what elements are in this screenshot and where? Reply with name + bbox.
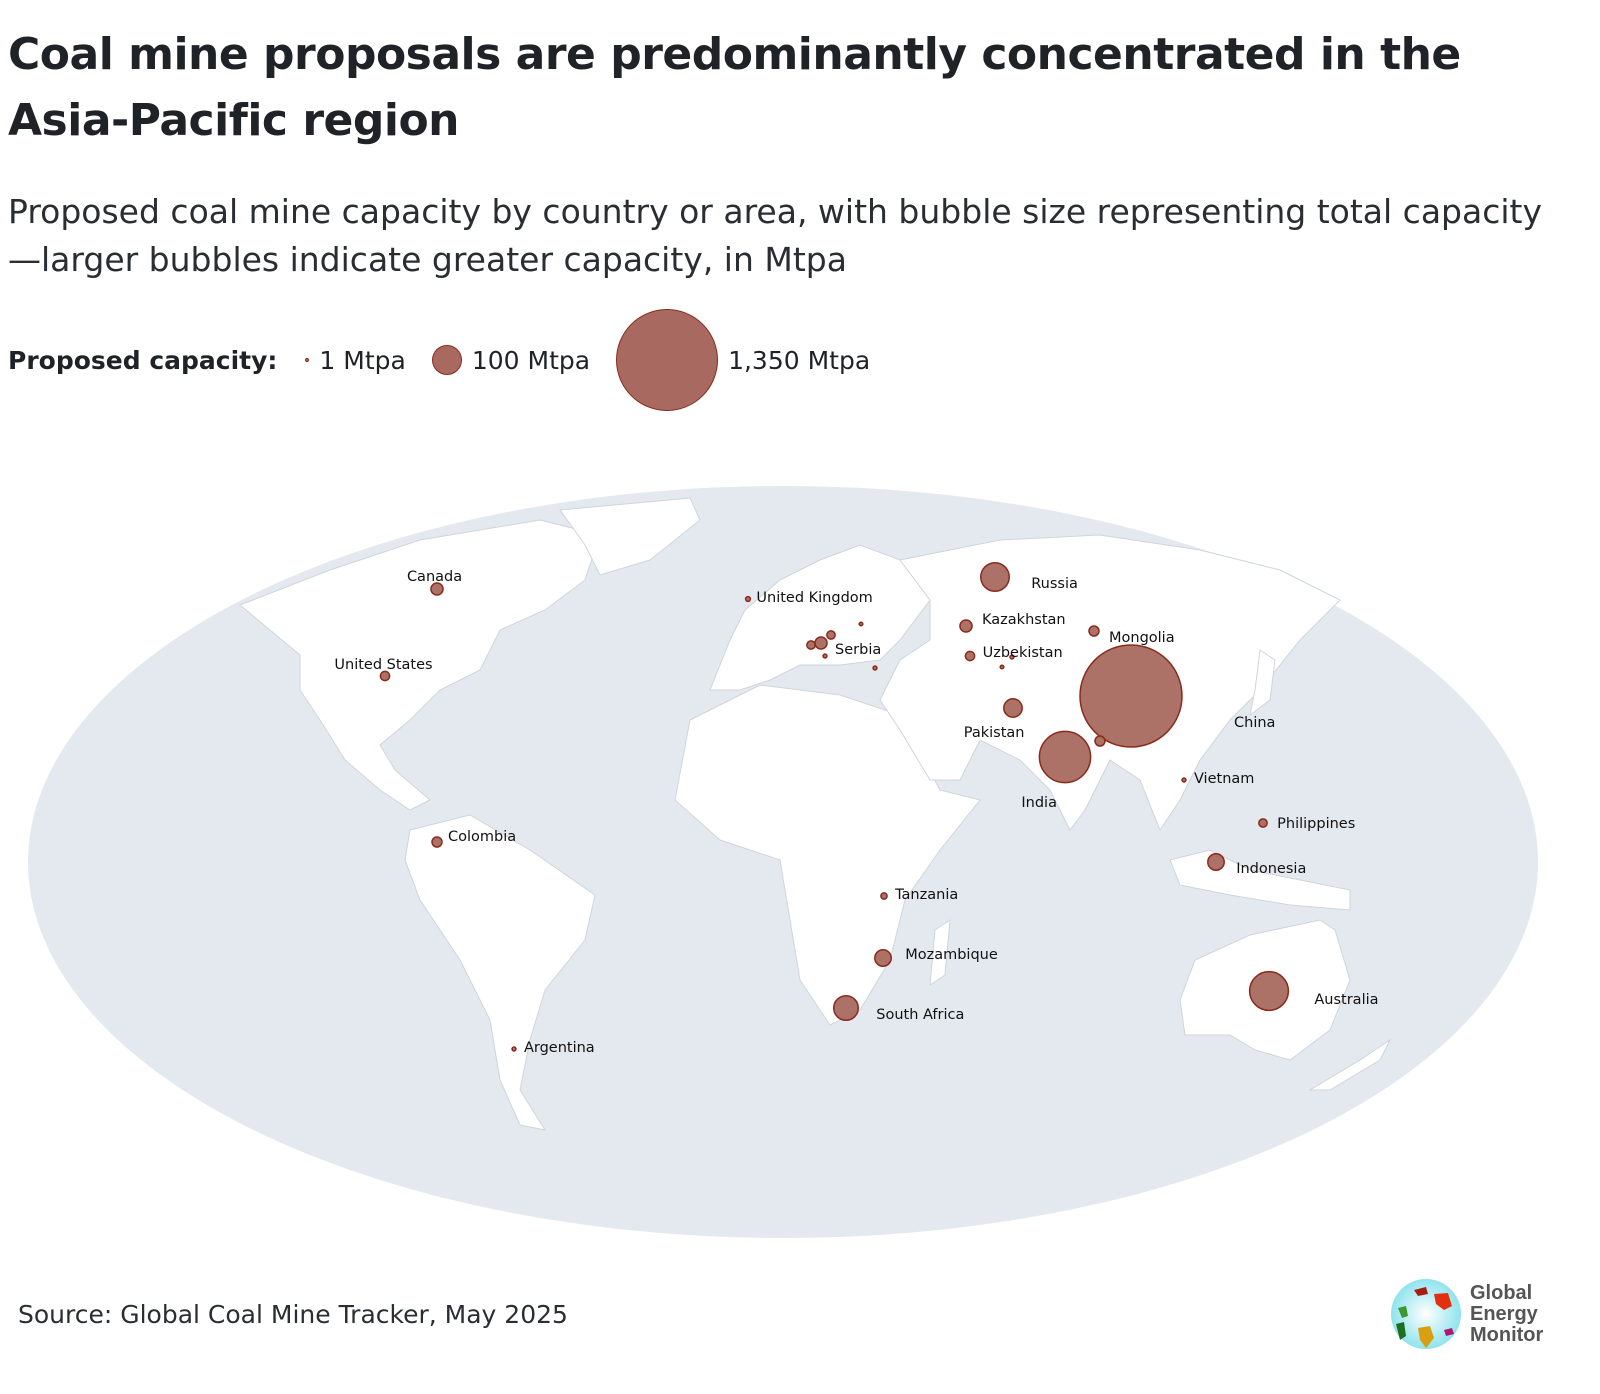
bubble-uzbekistan[interactable] [964,650,976,662]
country-label: India [1021,795,1057,811]
bubble-china[interactable] [1079,644,1183,748]
legend-item-1350: 1,350 Mtpa [616,309,870,411]
country-label: Serbia [835,642,881,658]
chart-title: Coal mine proposals are predominantly co… [8,29,1461,146]
bubble-australia[interactable] [1248,970,1290,1012]
country-label: Mozambique [905,947,998,963]
bubble-russia[interactable] [980,562,1010,592]
bubble-mozambique[interactable] [874,949,892,967]
country-label: Argentina [524,1040,595,1056]
gem-logo: Global Energy Monitor [1390,1278,1543,1350]
source-note: Source: Global Coal Mine Tracker, May 20… [18,1300,568,1329]
chart-subtitle: Proposed coal mine capacity by country o… [8,192,1543,279]
bubble-united-kingdom[interactable] [744,595,752,603]
bubble-bangladesh[interactable] [1094,735,1106,747]
bubbles [379,562,1290,1052]
legend-item-100: 100 Mtpa [431,345,591,375]
country-label: Canada [407,569,462,585]
bubble-serbia[interactable] [814,636,828,650]
country-label: Russia [1031,576,1078,592]
country-label: Indonesia [1236,861,1306,877]
world-map: China India Australia Russia South Africa Pak… [28,486,1538,1238]
bubble-mongolia[interactable] [1088,625,1100,637]
bubble-canada[interactable] [430,582,444,596]
country-label: South Africa [876,1007,964,1023]
country-label: United States [334,657,432,673]
bubble-argentina[interactable] [511,1046,517,1052]
bubble-ukraine[interactable] [858,621,864,627]
bubble-montenegro[interactable] [822,653,828,659]
country-label: Philippines [1277,816,1355,832]
logo-text: Global [1470,1281,1533,1304]
new-zealand [1308,1038,1392,1091]
bubble-tajikistan[interactable] [999,664,1005,670]
country-label: United Kingdom [756,590,872,606]
bubble-kyrgyzstan[interactable] [1009,654,1015,660]
logo-text: Monitor [1470,1323,1544,1346]
bubble-labels: China India Australia Russia South Africa Pak… [334,569,1378,1056]
country-label: Kazakhstan [982,612,1066,628]
north-america [239,519,601,811]
country-label: Vietnam [1194,771,1254,787]
south-america [404,814,596,1131]
size-legend: Proposed capacity: 1 Mtpa 100 Mtpa 1,350… [8,309,896,411]
bubble-tanzania[interactable] [880,892,888,900]
bubble-vietnam[interactable] [1181,777,1187,783]
legend-bubble-large [616,309,719,411]
greenland [559,497,701,576]
country-label: Pakistan [964,725,1025,741]
legend-item-1: 1 Mtpa [305,345,406,375]
logo-text: Energy [1470,1302,1538,1325]
legend-bubble-medium [431,345,462,375]
bubble-colombia[interactable] [431,836,443,848]
bubble-united-states[interactable] [379,670,391,682]
madagascar [929,919,951,986]
globe-icon [1391,1279,1461,1349]
country-label: Mongolia [1109,630,1175,646]
bubble-turkey[interactable] [872,665,878,671]
bubble-philippines[interactable] [1258,818,1268,828]
bubble-pakistan[interactable] [1003,698,1023,718]
bubble-indonesia[interactable] [1207,853,1225,871]
bubble-india[interactable] [1038,730,1092,784]
bubble-bosnia-and-herzegovina[interactable] [806,640,816,650]
japan [1249,649,1276,717]
bubble-south-africa[interactable] [832,994,860,1022]
legend-item-label: 1,350 Mtpa [728,345,871,375]
bubble-kazakhstan[interactable] [959,619,973,633]
country-label: Uzbekistan [983,645,1063,661]
country-label: Australia [1314,992,1378,1008]
country-label: Colombia [448,829,516,845]
bubble-romania[interactable] [826,630,836,640]
legend-item-label: 100 Mtpa [471,345,591,375]
legend-label: Proposed capacity: [8,345,278,375]
legend-item-label: 1 Mtpa [319,345,406,375]
legend-bubble-small [305,358,310,362]
country-label: China [1234,715,1275,731]
country-label: Tanzania [894,887,958,903]
